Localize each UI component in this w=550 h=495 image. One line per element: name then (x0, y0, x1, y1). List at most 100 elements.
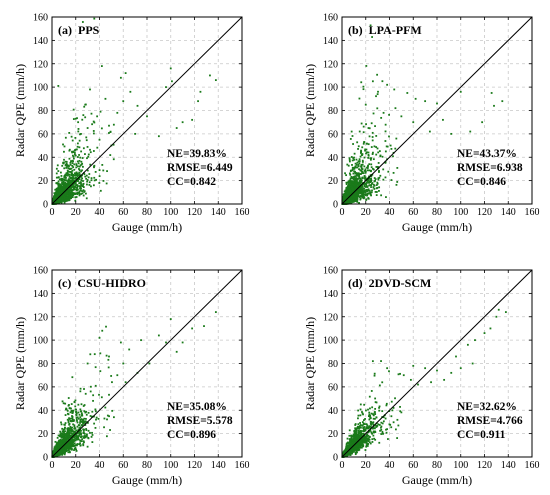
data-point (76, 185, 79, 188)
data-point (368, 180, 371, 183)
data-point (351, 168, 354, 171)
data-point (356, 188, 359, 191)
data-point (361, 191, 364, 193)
data-point (66, 427, 69, 430)
data-point (69, 170, 72, 173)
data-point (379, 155, 382, 158)
data-point (67, 178, 70, 181)
data-point (65, 434, 67, 437)
data-point (348, 172, 351, 175)
data-point (108, 132, 110, 134)
data-point (68, 157, 71, 160)
data-point (76, 438, 79, 441)
data-point (92, 399, 94, 402)
data-point (56, 194, 58, 197)
data-point (364, 177, 367, 180)
data-point (105, 182, 108, 185)
grid (342, 17, 532, 204)
data-point (387, 170, 390, 173)
data-point (71, 180, 74, 183)
data-point (80, 187, 82, 190)
data-point (63, 434, 66, 437)
data-point (71, 415, 73, 417)
data-point (93, 422, 96, 425)
data-point (390, 179, 393, 181)
data-point (392, 171, 395, 174)
data-point (350, 187, 353, 190)
data-point (358, 177, 360, 180)
data-point (66, 418, 69, 421)
data-point (353, 184, 355, 187)
data-point (376, 182, 379, 185)
data-point (102, 180, 105, 182)
data-point (406, 92, 409, 94)
data-point (62, 186, 65, 189)
data-point (414, 97, 417, 100)
data-point (69, 161, 72, 164)
one-to-one-line (51, 16, 243, 205)
data-point (58, 446, 61, 448)
data-point (352, 178, 355, 181)
data-point (362, 125, 365, 128)
data-point (364, 191, 367, 194)
stat-text: NE=39.83% (167, 148, 227, 160)
data-point (363, 165, 366, 168)
x-tick-label: 140 (211, 207, 226, 218)
data-point (67, 421, 70, 424)
data-point (93, 121, 96, 124)
data-point (72, 151, 75, 153)
data-point (56, 198, 59, 200)
data-point (70, 185, 73, 188)
data-point (350, 183, 353, 185)
data-point (371, 131, 374, 134)
data-point (352, 143, 354, 145)
data-point (197, 100, 199, 103)
data-point (385, 196, 387, 198)
data-point (377, 165, 379, 168)
data-point (364, 171, 367, 174)
data-point (89, 353, 92, 356)
data-point (58, 178, 61, 181)
data-point (364, 148, 367, 151)
data-point (55, 444, 58, 447)
data-point (346, 163, 349, 166)
data-point (385, 145, 388, 148)
data-point (96, 146, 99, 149)
data-point (67, 397, 70, 399)
data-point (361, 170, 364, 173)
data-point (64, 173, 67, 176)
data-point (351, 183, 354, 186)
data-point (81, 174, 83, 177)
data-point (65, 196, 68, 199)
data-point (72, 434, 74, 436)
data-point (356, 191, 359, 194)
panel-label: (b) LPA-PFM (348, 23, 422, 37)
data-point (86, 445, 89, 448)
data-point (61, 179, 64, 182)
data-point (86, 169, 89, 172)
data-point (60, 175, 63, 177)
data-point (83, 428, 85, 431)
data-point (70, 403, 73, 405)
data-point (78, 165, 81, 168)
data-point (79, 416, 82, 419)
data-point (70, 197, 73, 200)
data-point (363, 183, 365, 186)
data-point (68, 407, 71, 410)
data-point (67, 413, 70, 416)
data-point (73, 168, 76, 171)
data-point (68, 183, 71, 186)
data-point (384, 123, 387, 126)
data-point (72, 409, 75, 412)
data-point (355, 178, 358, 181)
data-point (70, 176, 73, 179)
data-point (371, 80, 374, 83)
panel-label: (a) PPS (58, 23, 100, 37)
data-point (56, 443, 59, 445)
data-point (366, 192, 369, 195)
data-point (360, 192, 363, 195)
x-tick-label: 80 (432, 207, 442, 218)
scatter-points (51, 311, 217, 458)
data-point (349, 173, 352, 176)
data-point (381, 80, 384, 83)
